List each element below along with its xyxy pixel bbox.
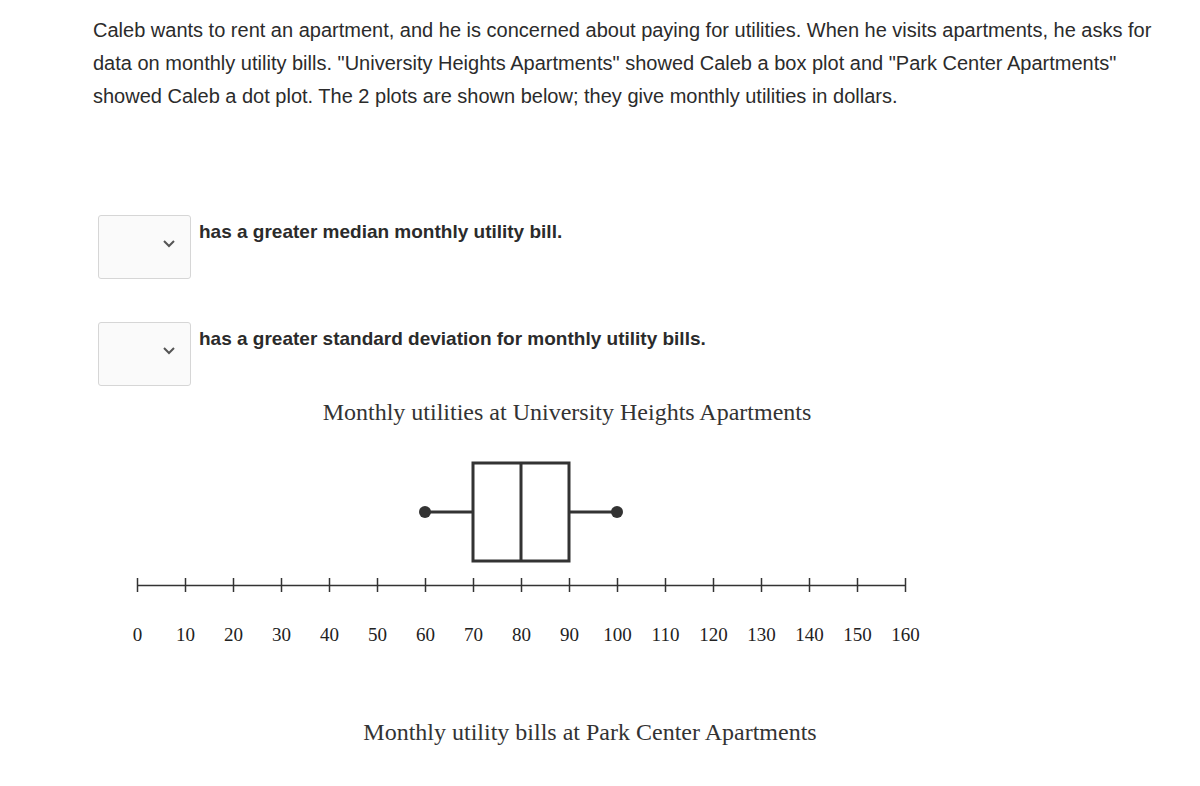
tick: 100 <box>603 578 632 645</box>
chevron[interactable] <box>161 236 177 252</box>
tick-label: 120 <box>699 624 728 645</box>
tick: 10 <box>176 578 195 645</box>
tick-mark <box>809 578 811 592</box>
dropdown[interactable] <box>98 322 191 386</box>
tick-label: 40 <box>320 624 339 645</box>
tick: 160 <box>891 578 920 645</box>
tick-label: 160 <box>891 624 920 645</box>
tick: 150 <box>843 578 872 645</box>
tick: 0 <box>133 578 143 645</box>
tick-label: 140 <box>795 624 824 645</box>
tick-label: 30 <box>272 624 291 645</box>
statement: has a greater standard deviation for mon… <box>199 328 706 350</box>
tick-mark <box>665 578 667 592</box>
tick-mark <box>185 578 187 592</box>
chevron-path[interactable] <box>164 241 174 246</box>
tick: 70 <box>464 578 483 645</box>
tick: 120 <box>699 578 728 645</box>
tick: 40 <box>320 578 339 645</box>
tick-label: 150 <box>843 624 872 645</box>
tick-label: 20 <box>224 624 243 645</box>
tick-mark <box>713 578 715 592</box>
tick-mark <box>617 578 619 592</box>
tick-label: 60 <box>416 624 435 645</box>
tick: 90 <box>560 578 579 645</box>
tick-mark <box>329 578 331 592</box>
statement: has a greater median monthly utility bil… <box>199 221 562 243</box>
chart-title: Monthly utilities at University Heights … <box>323 399 812 425</box>
dropdown[interactable] <box>98 215 191 279</box>
tick-label: 70 <box>464 624 483 645</box>
tick-mark <box>761 578 763 592</box>
next-chart-title: Monthly utility bills at Park Center Apa… <box>363 719 816 745</box>
tick-mark <box>905 578 907 592</box>
tick: 60 <box>416 578 435 645</box>
median <box>520 463 523 561</box>
tick-label: 90 <box>560 624 579 645</box>
tick-label: 0 <box>133 624 143 645</box>
tick-mark <box>521 578 523 592</box>
statement-row: has a greater standard deviation for mon… <box>98 322 706 386</box>
tick-label: 110 <box>652 624 680 645</box>
statement-row: has a greater median monthly utility bil… <box>98 215 562 279</box>
box <box>473 463 569 561</box>
tick-mark <box>233 578 235 592</box>
tick-label: 100 <box>603 624 632 645</box>
tick-label: 10 <box>176 624 195 645</box>
whisker-end <box>611 506 623 518</box>
chevron[interactable] <box>161 343 177 359</box>
tick: 110 <box>652 578 680 645</box>
tick: 30 <box>272 578 291 645</box>
tick-mark <box>281 578 283 592</box>
whisker <box>425 511 473 514</box>
tick-mark <box>425 578 427 592</box>
question: Caleb wants to rent an apartment, and he… <box>93 14 1173 113</box>
tick-mark <box>137 578 139 592</box>
tick: 130 <box>747 578 776 645</box>
tick-label: 80 <box>512 624 531 645</box>
plot-area <box>419 463 623 561</box>
tick: 80 <box>512 578 531 645</box>
tick-label: 130 <box>747 624 776 645</box>
tick: 50 <box>368 578 387 645</box>
tick: 20 <box>224 578 243 645</box>
whisker-end <box>419 506 431 518</box>
tick-label: 50 <box>368 624 387 645</box>
tick: 140 <box>795 578 824 645</box>
tick-mark <box>377 578 379 592</box>
chart: Monthly utilities at University Heights … <box>0 0 1200 786</box>
tick-mark <box>857 578 859 592</box>
tick-mark <box>473 578 475 592</box>
whisker <box>569 511 617 514</box>
chevron-path[interactable] <box>164 348 174 353</box>
x-axis: 0 10 20 30 40 50 60 70 80 90 100 110 120 130 140 150 160 <box>133 578 920 645</box>
tick-mark <box>569 578 571 592</box>
